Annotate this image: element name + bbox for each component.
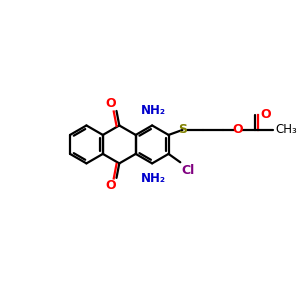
Text: NH₂: NH₂ (141, 104, 166, 117)
Text: S: S (178, 123, 187, 136)
Text: Cl: Cl (182, 164, 195, 177)
Text: O: O (233, 123, 243, 136)
Text: NH₂: NH₂ (141, 172, 166, 185)
Text: O: O (105, 97, 116, 110)
Text: CH₃: CH₃ (275, 123, 297, 136)
Text: O: O (261, 107, 272, 121)
Text: O: O (105, 179, 116, 192)
